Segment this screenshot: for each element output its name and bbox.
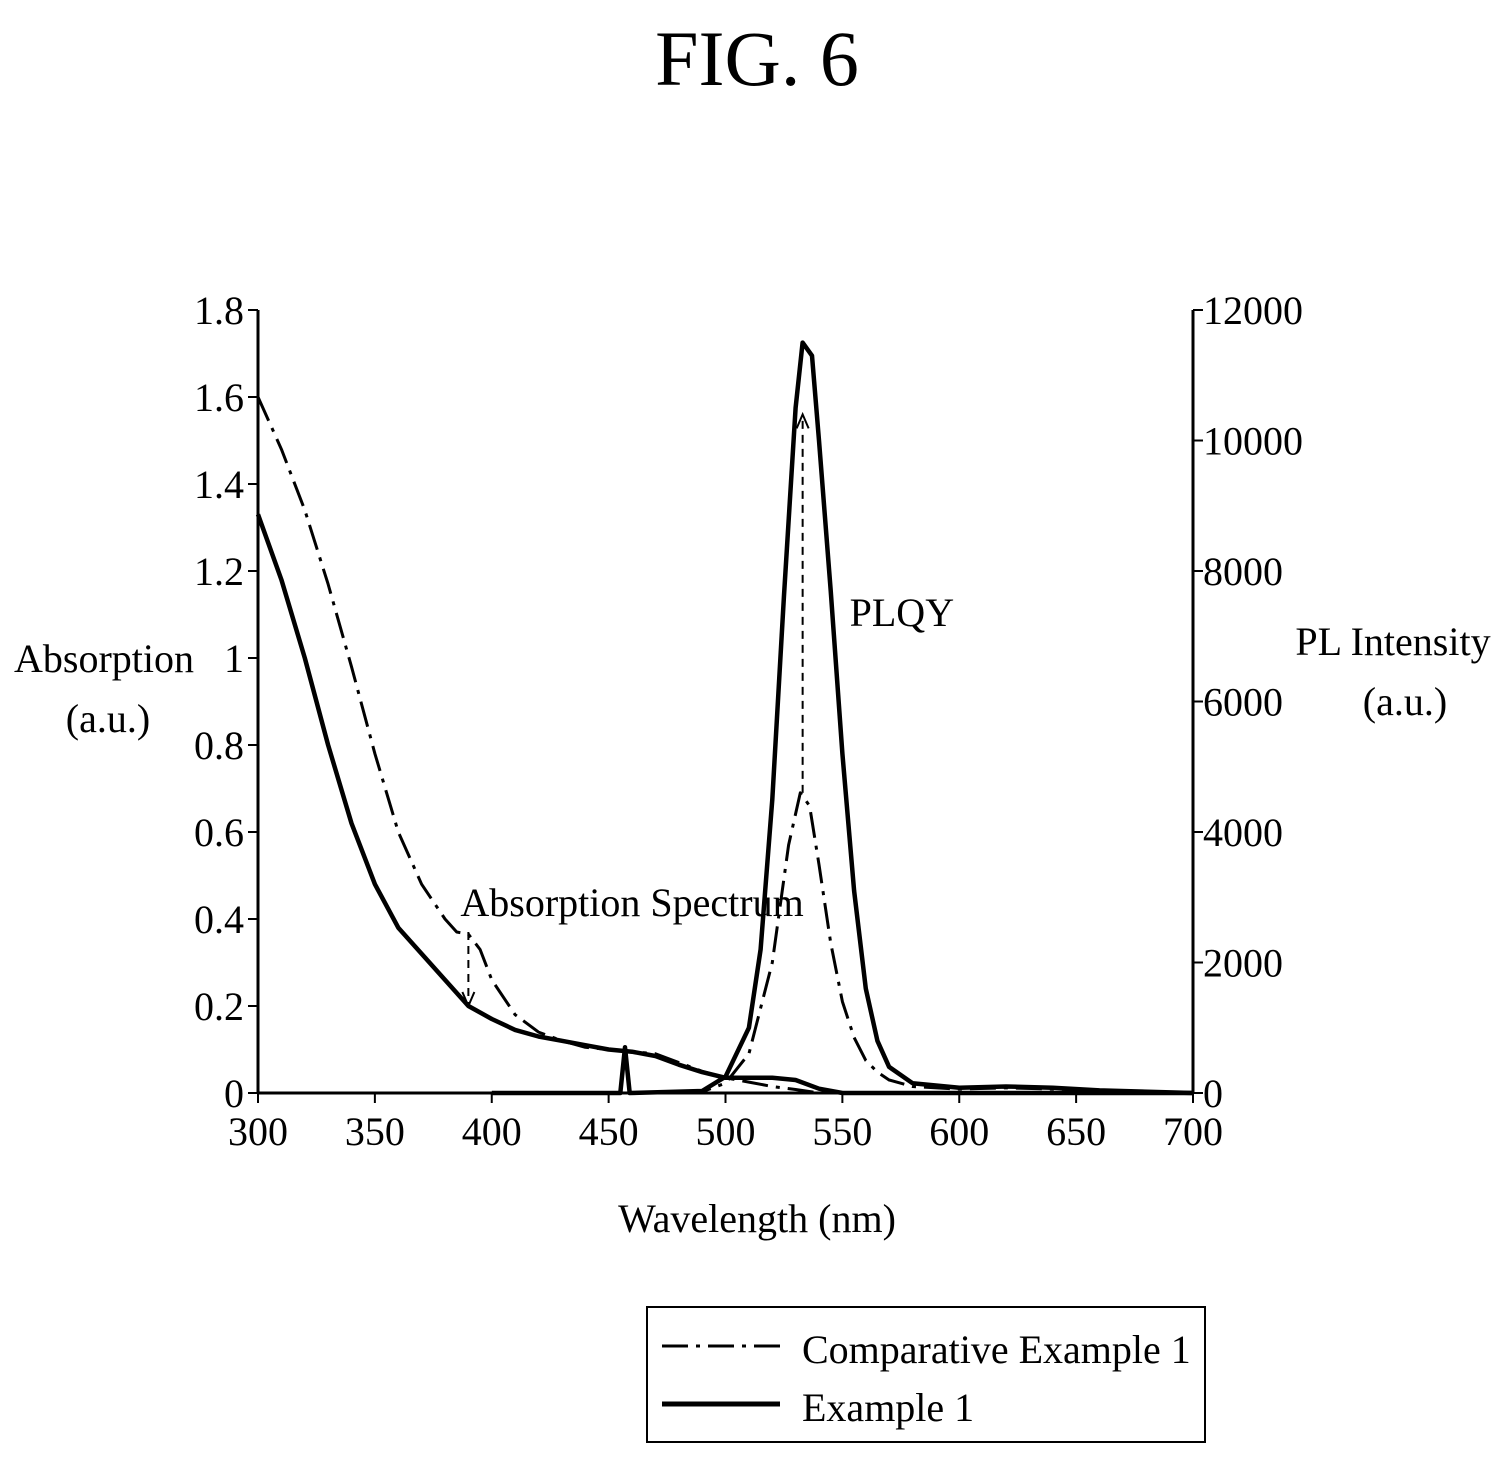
y-right-tick-label: 0 [1203, 1071, 1223, 1116]
y-left-tick-label: 0 [224, 1071, 244, 1116]
annotation-absorption-spectrum: Absorption Spectrum [460, 880, 803, 925]
x-tick-label: 550 [812, 1109, 872, 1154]
x-tick-label: 650 [1046, 1109, 1106, 1154]
legend-label-comparative: Comparative Example 1 [802, 1327, 1191, 1372]
legend-label-example: Example 1 [802, 1385, 974, 1430]
axes [256, 310, 1195, 1095]
y-left-axis-label-line2: (a.u.) [66, 696, 150, 741]
x-tick-label: 700 [1163, 1109, 1223, 1154]
y-right-tick-label: 2000 [1203, 941, 1283, 986]
y-right-tick-label: 12000 [1203, 288, 1303, 333]
plot-series [255, 340, 1194, 1096]
y-right-tick-label: 8000 [1203, 549, 1283, 594]
series-example-absorption-line [255, 513, 1193, 1096]
annotations: Absorption Spectrum PLQY [460, 411, 954, 1009]
x-tick-label: 350 [345, 1109, 405, 1154]
y-left-tick-label: 0.4 [194, 897, 244, 942]
y-left-tick-label: 1.6 [194, 375, 244, 420]
y-left-axis-label-line1: Absorption [14, 636, 194, 681]
y-left-tick-label: 1.8 [194, 288, 244, 333]
y-right-tick-label: 10000 [1203, 419, 1303, 464]
x-tick-label: 450 [579, 1109, 639, 1154]
y-left-tick-label: 0.8 [194, 723, 244, 768]
series-comparative-absorption-line [256, 396, 1193, 1095]
y-right-axis-label-line1: PL Intensity [1295, 619, 1490, 664]
absorption-arrowhead [461, 991, 476, 1009]
plqy-arrowhead [795, 411, 810, 429]
y-right-axis-label-line2: (a.u.) [1363, 679, 1447, 724]
legend-box [646, 1306, 1206, 1443]
x-tick-label: 400 [462, 1109, 522, 1154]
legend: Comparative Example 1 Example 1 [646, 1306, 1206, 1443]
x-tick-label: 500 [696, 1109, 756, 1154]
x-tick-label: 300 [228, 1109, 288, 1154]
y-left-tick-label: 1.2 [194, 549, 244, 594]
y-right-tick-label: 4000 [1203, 810, 1283, 855]
ticks: 300 350 400 450 500 550 600 650 70000.20.40.60.8… [194, 288, 1303, 1154]
y-left-tick-label: 0.2 [194, 984, 244, 1029]
series-example-pl-line [491, 340, 1194, 1096]
annotation-plqy: PLQY [850, 590, 954, 635]
y-left-tick-label: 1 [224, 636, 244, 681]
x-axis-label: Wavelength (nm) [618, 1196, 896, 1241]
y-right-tick-label: 6000 [1203, 680, 1283, 725]
y-left-tick-label: 0.6 [194, 810, 244, 855]
x-tick-label: 600 [929, 1109, 989, 1154]
y-left-tick-label: 1.4 [194, 462, 244, 507]
figure-title: FIG. 6 [655, 15, 859, 102]
